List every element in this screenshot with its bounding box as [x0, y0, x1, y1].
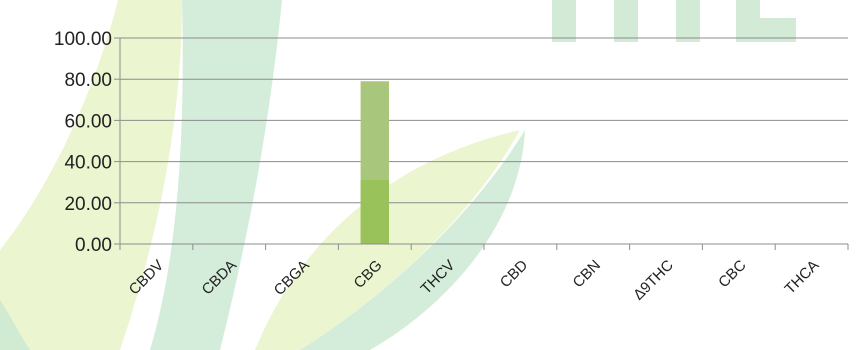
- watermark-leaf-bottom-left: [0, 300, 30, 350]
- x-tick-label: CBDA: [199, 257, 240, 298]
- y-tick-label: 20.00: [64, 194, 112, 215]
- axes: [114, 37, 849, 250]
- watermark-leaf-center: [150, 0, 282, 350]
- x-tick-label: CBGA: [271, 257, 313, 299]
- x-tick-label: THCA: [782, 257, 823, 298]
- watermark-leaf-diagonal-green: [300, 130, 525, 350]
- x-tick-label: CBC: [715, 257, 750, 292]
- y-tick-label: 60.00: [64, 111, 112, 132]
- x-tick-label: CBN: [570, 257, 604, 291]
- y-tick-label: 100.00: [54, 29, 112, 50]
- x-tick-label: CBG: [351, 257, 386, 292]
- x-tick-label: CBD: [497, 257, 532, 292]
- gridlines: [120, 37, 848, 204]
- y-tick-labels: 0.00 20.00 40.00 60.00 80.00 100.00: [54, 29, 112, 256]
- y-tick-label: 80.00: [64, 70, 112, 91]
- bars: [360, 81, 389, 244]
- watermark-leaf-left: [0, 0, 182, 350]
- y-tick-label: 0.00: [75, 235, 112, 256]
- x-tick-label: Δ9THC: [630, 257, 677, 304]
- x-tick-labels: CBDV CBDA CBGA CBG THCV CBD CBN Δ9THC CBC THCA: [126, 257, 823, 304]
- x-tick-label: THCV: [418, 257, 459, 298]
- y-tick-label: 40.00: [64, 153, 112, 174]
- bar-highlight: [360, 180, 389, 244]
- x-tick-label: CBDV: [126, 257, 167, 298]
